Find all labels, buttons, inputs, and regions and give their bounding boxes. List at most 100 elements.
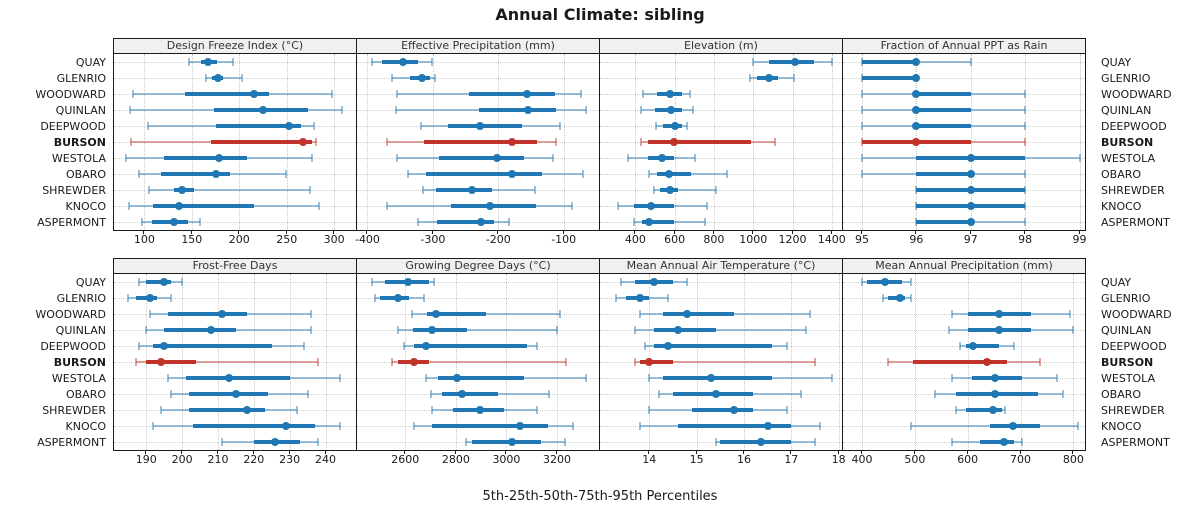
row-label-quay: QUAY <box>75 275 106 289</box>
tick-mark <box>712 230 714 234</box>
row-label-quinlan: QUINLAN <box>55 103 106 117</box>
whisker-cap <box>140 218 143 226</box>
row-label-obaro: OBARO <box>1101 387 1142 401</box>
interquartile-bar <box>426 172 543 176</box>
whisker-cap <box>626 154 629 162</box>
median-dot <box>912 106 921 114</box>
whisker-cap <box>199 218 202 226</box>
panel-plot <box>356 273 600 451</box>
row-guideline <box>600 173 842 175</box>
tick-label: 600 <box>957 453 979 466</box>
median-dot <box>791 58 800 66</box>
row-label-shrewder: SHREWDER <box>1101 183 1165 197</box>
panel-grid-top: QUAY GLENRIO WOODWARD QUINLAN DEEPWOOD BURSON… <box>0 38 1200 253</box>
row-label-shrewder: SHREWDER <box>1101 403 1165 417</box>
panel-title: Design Freeze Index (°C) <box>113 38 357 54</box>
panel-plot <box>113 53 357 231</box>
tick-label: 500 <box>904 453 926 466</box>
panel-frost-free-days: Frost-Free Days 190 200 210 220 230 240 <box>113 258 357 470</box>
whisker-cap <box>714 438 717 446</box>
median-dot <box>427 326 436 334</box>
median-dot <box>966 186 975 194</box>
row-guideline <box>114 441 356 443</box>
median-dot <box>178 186 187 194</box>
median-dot <box>475 406 484 414</box>
whisker-cap <box>969 58 972 66</box>
tick-mark <box>252 450 254 454</box>
median-dot <box>458 390 467 398</box>
whisker-cap <box>861 106 864 114</box>
median-dot <box>880 278 889 286</box>
whisker-cap <box>579 90 582 98</box>
whisker-cap <box>752 58 755 66</box>
median-dot <box>174 202 183 210</box>
whisker-cap <box>127 294 130 302</box>
median-dot <box>492 154 501 162</box>
median-dot <box>217 310 226 318</box>
whisker-cap <box>1068 310 1071 318</box>
tick-label: 1000 <box>739 233 768 246</box>
median-dot <box>966 218 975 226</box>
whisker-cap <box>433 74 436 82</box>
row-guideline <box>357 297 599 299</box>
whisker-cap <box>619 278 622 286</box>
row-guideline <box>600 125 842 127</box>
interquartile-bar <box>862 60 917 64</box>
whisker-cap <box>616 202 619 210</box>
tick-label: 99 <box>1072 233 1087 246</box>
row-label-quay: QUAY <box>1101 55 1132 69</box>
row-guideline <box>600 297 842 299</box>
median-dot <box>1008 422 1017 430</box>
median-dot <box>649 278 658 286</box>
interquartile-bar <box>160 172 230 176</box>
panel-axis: 95 96 97 98 99 <box>842 230 1087 248</box>
whisker-cap <box>570 202 573 210</box>
tick-label: 1400 <box>817 233 846 246</box>
whisker-cap <box>689 90 692 98</box>
whisker-cap <box>315 138 318 146</box>
whisker-cap <box>749 74 752 82</box>
interquartile-bar <box>653 344 773 348</box>
tick-label: 2600 <box>391 453 420 466</box>
whisker-cap <box>704 218 707 226</box>
whisker-cap <box>407 170 410 178</box>
row-guideline <box>114 297 356 299</box>
whisker-cap <box>138 278 141 286</box>
row-guideline <box>600 77 842 79</box>
panel-plot <box>842 273 1086 451</box>
tick-label: -200 <box>485 233 511 246</box>
whisker-cap <box>910 422 913 430</box>
interquartile-bar <box>164 156 247 160</box>
tick-mark <box>673 230 675 234</box>
whisker-cap <box>641 90 644 98</box>
interquartile-bar <box>980 440 1015 444</box>
tick-label: 97 <box>963 233 978 246</box>
median-dot <box>156 358 165 366</box>
whisker-cap <box>692 106 695 114</box>
whisker-cap <box>429 390 432 398</box>
row-label-shrewder: SHREWDER <box>42 403 106 417</box>
interquartile-bar <box>146 280 172 284</box>
tick-mark <box>497 230 499 234</box>
interquartile-bar <box>916 108 971 112</box>
tick-mark <box>861 230 863 234</box>
median-dot <box>664 170 673 178</box>
whisker-cap <box>1024 170 1027 178</box>
whisker-cap <box>818 422 821 430</box>
whisker-cap <box>433 278 436 286</box>
interquartile-bar <box>426 312 487 316</box>
whisker-cap <box>1024 122 1027 130</box>
median-dot <box>645 218 654 226</box>
whisker-cap <box>309 186 312 194</box>
tick-label: -400 <box>354 233 380 246</box>
row-label-deepwood: DEEPWOOD <box>1101 119 1167 133</box>
whisker-cap <box>564 358 567 366</box>
panel-effective-precipitation-mm: Effective Precipitation (mm) -400 -300 -200… <box>354 38 600 250</box>
interquartile-bar <box>916 172 971 176</box>
row-guideline <box>843 329 1085 331</box>
tick-mark <box>366 230 368 234</box>
interquartile-bar <box>189 392 269 396</box>
tick-mark <box>143 230 145 234</box>
interquartile-bar <box>663 376 773 380</box>
whisker-cap <box>128 202 131 210</box>
